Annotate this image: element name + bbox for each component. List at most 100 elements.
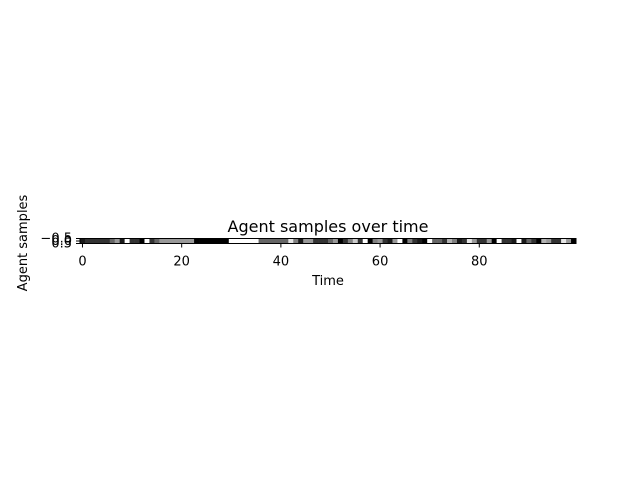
heatmap-cell	[447, 238, 453, 244]
heatmap-cell	[303, 238, 309, 244]
y-axis: −0.50.00.5	[40, 232, 80, 252]
heatmap-cell	[149, 238, 155, 244]
heatmap-cell	[466, 238, 473, 244]
heatmap-cell	[382, 238, 388, 244]
y-tick-label: 0.0	[51, 234, 72, 249]
heatmap-cell	[556, 238, 562, 244]
heatmap-cell	[501, 238, 507, 244]
heatmap-cell	[402, 238, 408, 244]
heatmap-cell	[84, 238, 91, 244]
heatmap-cell	[94, 238, 101, 244]
heatmap-cell	[323, 238, 329, 244]
heatmap-cell	[427, 238, 433, 244]
heatmap-cell	[432, 238, 438, 244]
heatmap-cell	[199, 238, 205, 244]
heatmap-cell	[99, 238, 106, 244]
heatmap-cell	[561, 238, 567, 244]
heatmap-cell	[571, 238, 577, 244]
heatmap-cell	[332, 238, 339, 244]
heatmap-cell	[119, 238, 125, 244]
heatmap-cell	[486, 238, 492, 244]
heatmap-cell	[506, 238, 512, 244]
heatmap-cell	[278, 238, 284, 244]
heatmap-cell	[104, 238, 111, 244]
heatmap-cell	[476, 238, 483, 244]
heatmap-cell	[531, 238, 537, 244]
heatmap-cell	[238, 238, 244, 244]
heatmap-cell	[80, 238, 86, 244]
heatmap-cell	[352, 238, 359, 244]
heatmap-cell	[174, 238, 180, 244]
heatmap-cell	[154, 238, 160, 244]
heatmap-cell	[541, 238, 547, 244]
heatmap-cell	[308, 238, 314, 244]
heatmap-cell	[521, 238, 527, 244]
heatmap-cell	[566, 238, 572, 244]
heatmap-cell	[213, 238, 220, 244]
heatmap-cell	[273, 238, 279, 244]
heatmap-cell	[194, 238, 200, 244]
heatmap-cell	[536, 238, 542, 244]
heatmap-cell	[397, 238, 403, 244]
heatmap-cell	[392, 238, 398, 244]
heatmap-cell	[456, 238, 463, 244]
y-tick-label: 0.5	[51, 237, 72, 252]
heatmap-cell	[481, 238, 488, 244]
heatmap-cell	[417, 238, 423, 244]
heatmap-cell	[452, 238, 458, 244]
heatmap-cell	[228, 238, 235, 244]
y-tick-label: −0.5	[40, 232, 72, 247]
heatmap-cell	[139, 238, 145, 244]
heatmap-cell	[362, 238, 368, 244]
heatmap-cell	[516, 238, 522, 244]
x-axis-label: Time	[311, 274, 344, 289]
x-tick-label: 0	[78, 255, 86, 270]
heatmap-cell	[253, 238, 259, 244]
heatmap-cell	[223, 238, 230, 244]
heatmap-cell	[526, 238, 532, 244]
heatmap-cells	[80, 238, 577, 244]
heatmap-cell	[367, 238, 373, 244]
heatmap-cell	[258, 238, 264, 244]
heatmap-cell	[347, 238, 354, 244]
heatmap-cell	[318, 238, 324, 244]
heatmap-cell	[268, 238, 274, 244]
heatmap-cell	[243, 238, 249, 244]
heatmap-cell	[437, 238, 443, 244]
heatmap-cell	[357, 238, 364, 244]
heatmap-cell	[461, 238, 468, 244]
heatmap-cell	[491, 238, 497, 244]
heatmap-cell	[407, 238, 413, 244]
heatmap-cell	[184, 238, 190, 244]
heatmap-cell	[293, 238, 299, 244]
heatmap-cell	[189, 238, 195, 244]
heatmap-cell	[337, 238, 344, 244]
heatmap-cell	[89, 238, 96, 244]
heatmap-cell	[387, 238, 393, 244]
heatmap-cell	[328, 238, 334, 244]
heatmap-cell	[129, 238, 135, 244]
heatmap-cell	[208, 238, 215, 244]
heatmap-cell	[313, 238, 319, 244]
heatmap-cell	[263, 238, 269, 244]
heatmap-cell	[377, 238, 383, 244]
chart-title: Agent samples over time	[228, 217, 429, 236]
heatmap-cell	[134, 238, 140, 244]
x-tick-label: 20	[173, 255, 190, 270]
heatmap-cell	[496, 238, 502, 244]
heatmap-cell	[164, 238, 170, 244]
heatmap-cell	[422, 238, 428, 244]
heatmap-cell	[233, 238, 240, 244]
x-tick-label: 40	[273, 255, 290, 270]
heatmap-cell	[412, 238, 418, 244]
heatmap-cell	[442, 238, 448, 244]
heatmap-cell	[511, 238, 517, 244]
heatmap-cell	[283, 238, 289, 244]
heatmap-cell	[109, 238, 116, 244]
heatmap-cell	[114, 238, 120, 244]
heatmap-cell	[298, 238, 304, 244]
heatmap-cell	[342, 238, 349, 244]
heatmap-cell	[471, 238, 478, 244]
x-axis: 0 20 40 60 80	[78, 243, 488, 270]
